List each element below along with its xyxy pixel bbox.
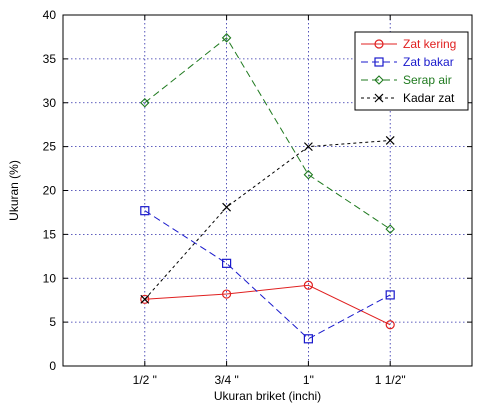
circle-marker xyxy=(222,289,232,299)
x-marker xyxy=(374,93,384,103)
y-tick-label: 0 xyxy=(49,359,56,373)
circle-marker xyxy=(140,294,150,304)
x-marker xyxy=(222,202,232,212)
x-marker-stroke xyxy=(140,294,150,304)
x-marker xyxy=(140,294,150,304)
legend-box xyxy=(354,31,469,111)
series-kadar-zat xyxy=(140,136,395,304)
x-tick-label: 1/2 " xyxy=(133,373,157,387)
x-tick-labels: 1/2 " 3/4 " 1" 1 1/2" xyxy=(133,373,406,387)
series-zat-bakar xyxy=(140,206,395,344)
square-marker xyxy=(385,290,395,300)
diamond-marker xyxy=(140,97,150,108)
y-tick-label: 10 xyxy=(43,271,57,285)
plot-frame xyxy=(62,14,473,367)
legend-item-zat-kering: Zat kering xyxy=(361,37,456,51)
legend-label: Zat kering xyxy=(403,37,456,51)
circle-marker xyxy=(385,320,395,330)
legend-label: Serap air xyxy=(403,73,452,87)
y-tick-label: 15 xyxy=(43,227,57,241)
y-tick-label: 40 xyxy=(43,8,57,22)
y-tick-label: 35 xyxy=(43,52,57,66)
series-zat-kering xyxy=(140,280,395,330)
series-layer xyxy=(140,33,395,344)
square-marker xyxy=(374,57,384,67)
legend-item-zat-bakar: Zat bakar xyxy=(361,55,454,69)
x-marker-stroke xyxy=(374,93,384,103)
y-tick-label: 5 xyxy=(49,315,56,329)
y-tick-label: 30 xyxy=(43,96,57,110)
x-marker-stroke xyxy=(385,136,395,145)
diamond-marker xyxy=(303,169,314,180)
series-line-zat-kering xyxy=(144,284,391,326)
legend: Zat kering Zat bakar Serap air Kadar zat xyxy=(354,31,469,111)
x-marker xyxy=(385,136,395,145)
legend-label: Zat bakar xyxy=(403,55,454,69)
x-tick-label: 1" xyxy=(303,373,314,387)
series-line-serap-air xyxy=(144,37,391,230)
x-axis-label: Ukuran briket (inchi) xyxy=(214,389,321,403)
x-marker-stroke xyxy=(303,142,313,152)
x-marker xyxy=(303,142,313,152)
diamond-marker xyxy=(221,33,232,43)
series-serap-air xyxy=(140,33,395,234)
diamond-marker xyxy=(374,75,384,85)
legend-label: Kadar zat xyxy=(403,91,455,105)
y-tick-label: 20 xyxy=(43,184,57,198)
circle-marker xyxy=(303,280,313,290)
y-axis-label: Ukuran (%) xyxy=(7,160,21,221)
y-tick-labels: 0 5 10 15 20 25 30 35 40 xyxy=(43,8,57,373)
square-marker xyxy=(303,334,313,344)
x-tick-label: 1 1/2" xyxy=(375,373,406,387)
legend-item-kadar-zat: Kadar zat xyxy=(361,91,455,105)
series-line-kadar-zat xyxy=(144,139,391,300)
square-marker xyxy=(222,258,232,268)
y-tick-label: 25 xyxy=(43,140,57,154)
x-tick-label: 3/4 " xyxy=(214,373,238,387)
circle-marker xyxy=(374,39,384,49)
diamond-marker xyxy=(385,224,395,234)
square-marker xyxy=(140,206,150,216)
legend-item-serap-air: Serap air xyxy=(361,73,452,87)
x-marker-stroke xyxy=(222,202,232,212)
series-line-zat-bakar xyxy=(144,210,391,340)
